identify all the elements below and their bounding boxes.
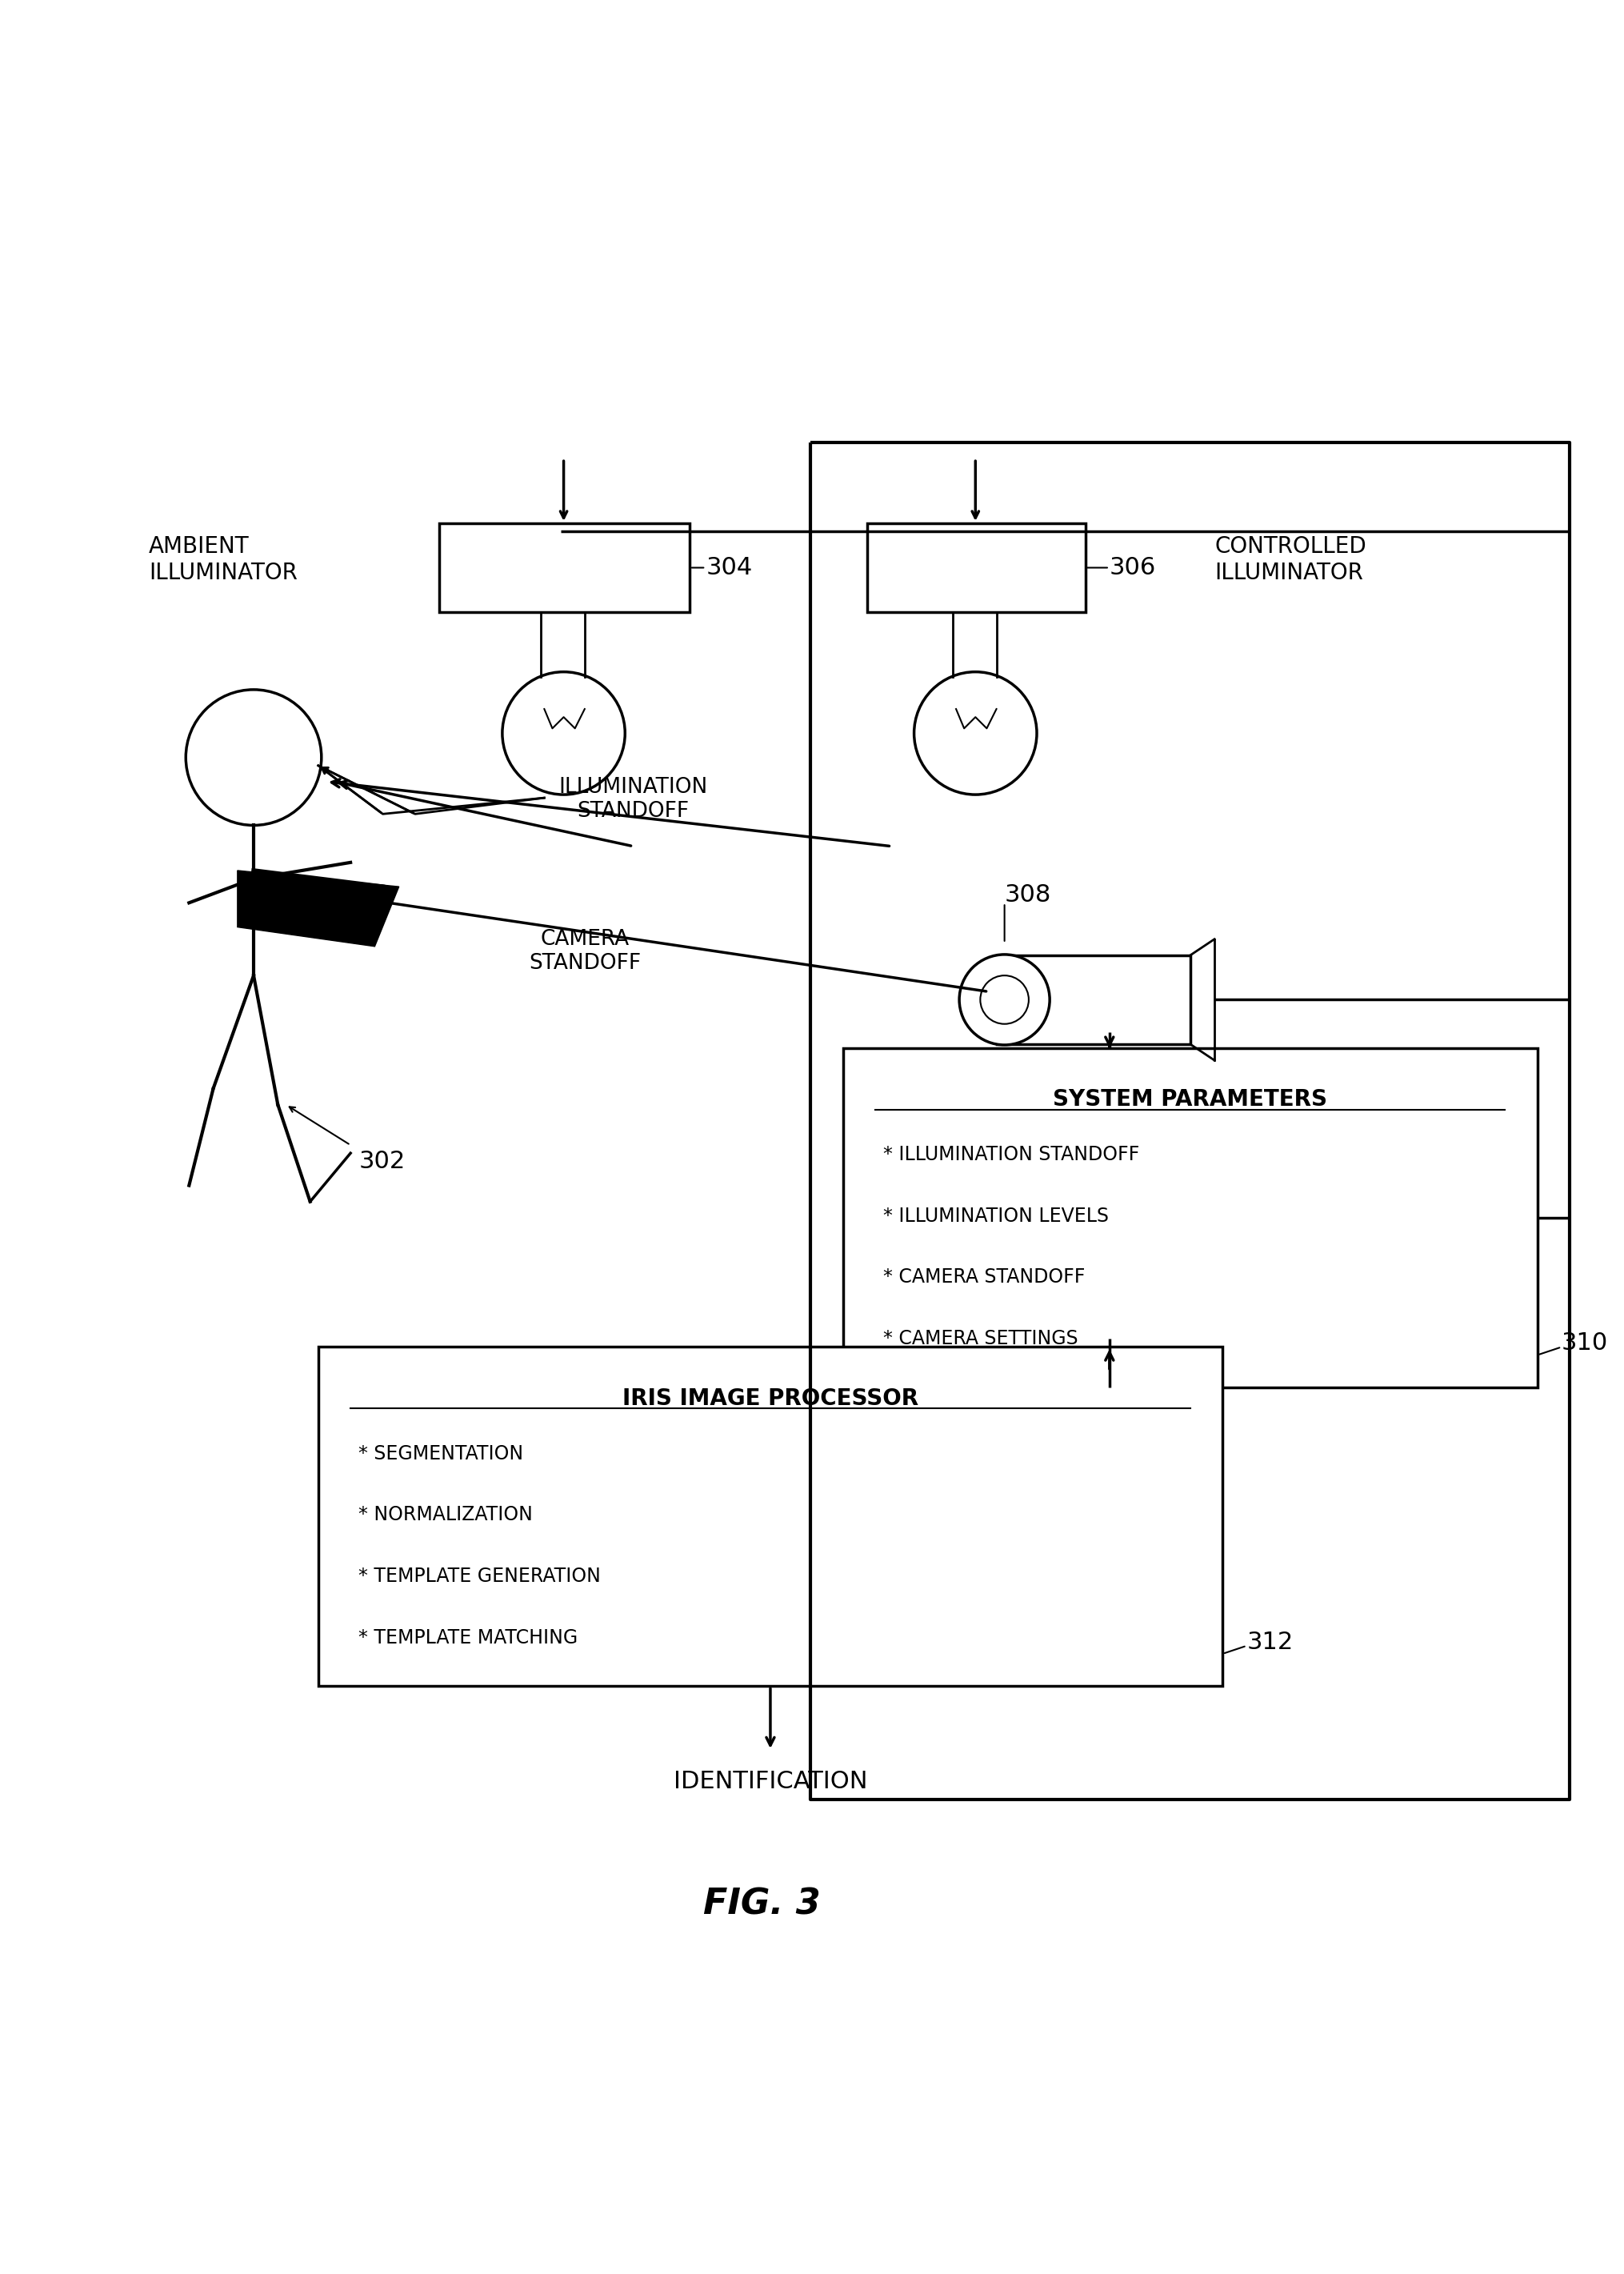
Text: IRIS IMAGE PROCESSOR: IRIS IMAGE PROCESSOR	[622, 1387, 919, 1410]
Text: 304: 304	[706, 557, 752, 580]
Text: IDENTIFICATION: IDENTIFICATION	[674, 1769, 867, 1794]
FancyBboxPatch shape	[440, 523, 690, 612]
Text: 310: 310	[1562, 1333, 1608, 1355]
Text: * NORMALIZATION: * NORMALIZATION	[359, 1505, 533, 1524]
Text: SYSTEM PARAMETERS: SYSTEM PARAMETERS	[1052, 1089, 1327, 1112]
Text: FIG. 3: FIG. 3	[703, 1887, 822, 1922]
Text: * ILLUMINATION STANDOFF: * ILLUMINATION STANDOFF	[883, 1146, 1140, 1164]
FancyBboxPatch shape	[997, 955, 1190, 1044]
Text: 308: 308	[1005, 882, 1051, 907]
FancyBboxPatch shape	[318, 1346, 1223, 1685]
Text: CAMERA
STANDOFF: CAMERA STANDOFF	[528, 928, 641, 973]
Text: CONTROLLED
ILLUMINATOR: CONTROLLED ILLUMINATOR	[1215, 534, 1366, 584]
Text: 302: 302	[359, 1151, 404, 1173]
Text: * TEMPLATE MATCHING: * TEMPLATE MATCHING	[359, 1628, 578, 1646]
Polygon shape	[237, 871, 400, 946]
Text: AMBIENT
ILLUMINATOR: AMBIENT ILLUMINATOR	[149, 534, 297, 584]
FancyBboxPatch shape	[843, 1048, 1538, 1387]
Text: * CAMERA SETTINGS: * CAMERA SETTINGS	[883, 1330, 1078, 1348]
Text: 312: 312	[1247, 1630, 1293, 1653]
Text: * ILLUMINATION LEVELS: * ILLUMINATION LEVELS	[883, 1207, 1109, 1226]
Text: * TEMPLATE GENERATION: * TEMPLATE GENERATION	[359, 1567, 601, 1585]
Circle shape	[960, 955, 1049, 1046]
FancyBboxPatch shape	[867, 523, 1085, 612]
Text: 306: 306	[1109, 557, 1156, 580]
Text: ILLUMINATION
STANDOFF: ILLUMINATION STANDOFF	[559, 778, 708, 823]
Text: * CAMERA STANDOFF: * CAMERA STANDOFF	[883, 1269, 1085, 1287]
Text: * SEGMENTATION: * SEGMENTATION	[359, 1444, 523, 1462]
